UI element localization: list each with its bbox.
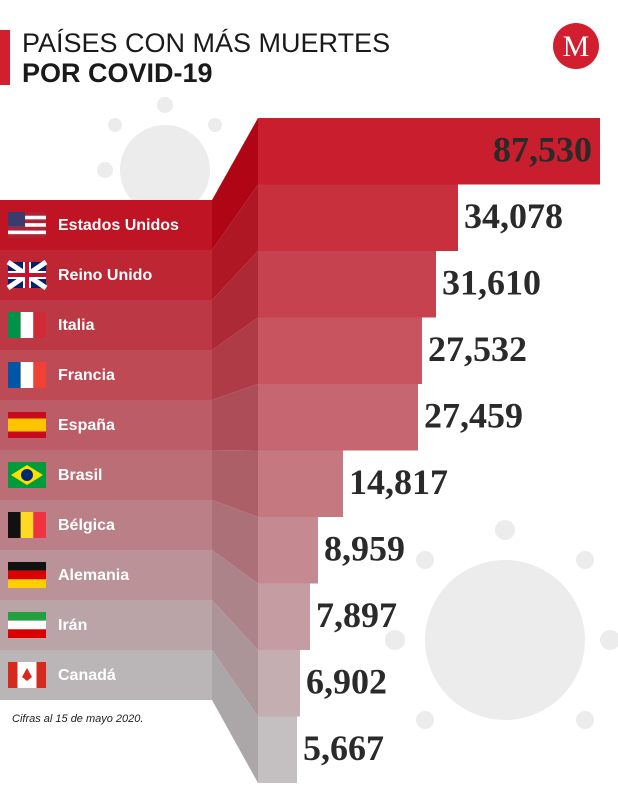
step [258,251,436,318]
flag-part [8,620,46,630]
step-side [212,251,258,350]
title-accent [0,30,10,85]
flag [8,412,46,438]
step [258,384,418,451]
step [258,716,297,783]
flag-part [21,469,33,481]
flag-part [8,612,46,621]
step-side [212,650,258,783]
step-side [212,184,258,300]
value: 34,078 [464,196,563,236]
flag-part [8,219,46,224]
flag-part [8,512,21,538]
flag-part [8,212,26,227]
step-side [212,450,258,517]
flag-part [33,362,46,388]
flag-part [36,662,46,688]
step [258,517,318,584]
flag-part [33,312,46,338]
country-name: Francia [58,367,115,384]
footnote: Cifras al 15 de mayo 2020. [12,713,143,725]
step [258,450,343,517]
flag-part [8,662,18,688]
country-name: Reino Unido [58,267,152,284]
flag-part [20,512,34,538]
flag-part [20,362,34,388]
flag-part [8,223,46,227]
logo [553,23,599,69]
country-name: Brasil [58,467,102,484]
step [258,317,422,384]
flag-part [20,312,34,338]
rows: 87,530 34,078 31,610 27,532 27,459 14,817 8,95… [0,118,600,783]
country-name: Estados Unidos [58,217,179,234]
flag-part [8,579,46,588]
value: 6,902 [306,661,387,701]
title: POR COVID-19 [22,58,213,88]
step [258,184,458,251]
flag-part [8,418,46,432]
step-side [212,118,258,250]
logo-text: M [563,30,590,63]
step-side [212,600,258,717]
flag [8,512,46,538]
flag-part [8,362,21,388]
virus-icons [97,97,618,729]
step [258,650,300,717]
flag-part [8,431,46,438]
flag-part [8,412,46,419]
flag-part [8,226,46,231]
flag [8,662,46,688]
flag-part [8,273,46,277]
flag-part [8,312,21,338]
flag [8,462,46,488]
flag [8,562,46,588]
country-name: Irán [58,617,87,634]
country-name: Italia [58,317,95,334]
step-side [212,384,258,451]
flag-part [22,668,32,681]
step-side [212,550,258,650]
value: 31,610 [442,262,541,302]
flag-part [8,234,46,238]
flag [8,362,46,388]
country-name: Canadá [58,667,116,684]
value: 5,667 [303,728,384,768]
title: PAÍSES CON MÁS MUERTES [22,28,390,58]
flag [6,259,48,291]
step [258,583,310,650]
flag [8,312,46,338]
country-name: España [58,417,115,434]
flag-part [8,629,46,638]
step-side [212,317,258,400]
flag-part [8,230,46,235]
value: 87,530 [493,129,592,169]
value: 7,897 [316,595,397,635]
flag-part [33,512,46,538]
value: 8,959 [324,528,405,568]
flag-part [8,562,46,571]
flag [8,212,46,238]
flag-part [8,212,46,216]
step-side [212,500,258,584]
value: 27,532 [428,329,527,369]
flag-part [8,215,46,220]
flag [8,612,46,638]
value: 14,817 [349,462,448,502]
country-name: Bélgica [58,517,115,534]
step [258,118,600,185]
flag-part [8,570,46,580]
value: 27,459 [424,395,523,435]
country-name: Alemania [58,567,129,584]
